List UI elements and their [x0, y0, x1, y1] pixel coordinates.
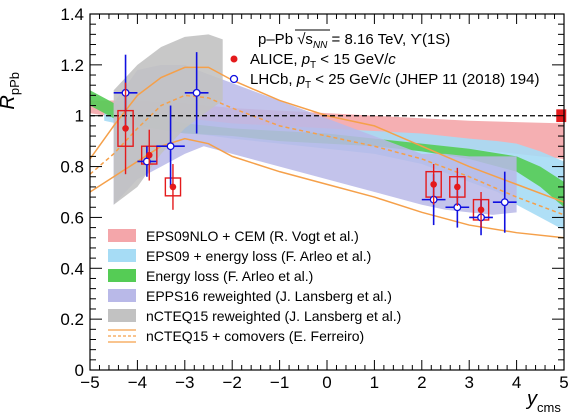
legend-alice-part-2: T [310, 60, 316, 71]
y-tick-label-2: 0.4 [60, 259, 84, 278]
x-tick-label-1: −4 [128, 373, 147, 392]
legend-marker-alice [230, 55, 238, 63]
system-annotation-rest: = 8.16 TeV, ϒ(1S) [327, 31, 450, 48]
system-annotation-sub: NN [313, 40, 328, 51]
alice-point-3 [430, 181, 437, 188]
data-legend: ALICE, pT < 15 GeV/c LHCb, pT < 25 GeV/c… [229, 51, 539, 91]
y-tick-label-6: 1.2 [60, 56, 84, 75]
alice-point-2 [169, 183, 177, 191]
alice-point-1 [145, 151, 153, 159]
legend-swatch-eps09-eloss [108, 249, 136, 262]
legend-label-alice: ALICE, pT < 15 GeV/c [250, 51, 396, 71]
lhcb-point-7 [500, 198, 509, 207]
y-tick-label-4: 0.8 [60, 158, 84, 177]
legend-lhcb-part-5: (JHEP 11 (2018) 194) [391, 71, 540, 88]
legend-lhcb-part-0: LHCb, [250, 71, 297, 88]
x-tick-label-9: 4 [512, 373, 521, 392]
system-annotation: p–Pb √sNN = 8.16 TeV, ϒ(1S) [258, 31, 450, 51]
x-tick-label-7: 2 [417, 373, 426, 392]
band-1 [104, 110, 564, 231]
legend-label-comovers: nCTEQ15 + comovers (E. Ferreiro) [146, 328, 364, 344]
legend-marker-lhcb [229, 74, 239, 84]
alice-point-4 [454, 183, 461, 191]
legend-label-lhcb: LHCb, pT < 25 GeV/c (JHEP 11 (2018) 194) [250, 71, 539, 91]
y-tick-label-1: 0.2 [60, 310, 84, 329]
x-tick-label-8: 3 [464, 373, 473, 392]
legend-lhcb-part-1: p [296, 71, 305, 88]
legend-swatch-eps09nlo [108, 229, 136, 242]
comovers-upper-curve [90, 66, 564, 203]
x-tick-label-4: −1 [270, 373, 289, 392]
y-axis-title-sub: pPb [7, 72, 22, 95]
lhcb-point-2 [166, 142, 175, 151]
data-points [113, 52, 567, 236]
legend-label-ncteq15-rw: nCTEQ15 reweighted (J. Lansberg et al.) [146, 308, 401, 324]
x-tick-label-2: −3 [175, 373, 194, 392]
alice-point-0 [122, 125, 129, 132]
x-tick-label-3: −2 [223, 373, 242, 392]
x-axis-title-main: y [525, 388, 538, 410]
legend-swatch-epps16 [108, 289, 136, 302]
y-tick-label-5: 1 [75, 107, 84, 126]
comovers-central-curve [90, 94, 564, 216]
legend-lhcb-part-3: < 25 GeV/ [311, 71, 384, 88]
x-tick-label-5: 0 [322, 373, 331, 392]
legend-alice-part-0: ALICE, [250, 51, 302, 68]
system-annotation-main: p–Pb √s [258, 31, 313, 48]
y-tick-label-0: 0 [75, 361, 84, 380]
legend-label-eps09-eloss: EPS09 + energy loss (F. Arleo et al.) [146, 248, 371, 264]
y-tick-label-3: 0.6 [60, 208, 84, 227]
x-axis-title-sub: cms [537, 400, 561, 415]
legend-lhcb-part-4: c [383, 71, 391, 88]
legend-alice-part-1: p [301, 51, 310, 68]
model-legend: EPS09NLO + CEM (R. Vogt et al.) EPS09 + … [108, 228, 401, 344]
axis-ticks: −5 −4 −3 −2 −1 0 1 2 3 4 5 0 0.2 0.4 0.6 0.8 1 1.2 1.4 [60, 5, 568, 392]
legend-label-energy-loss: Energy loss (F. Arleo et al.) [146, 268, 313, 284]
legend-label-eps09nlo: EPS09NLO + CEM (R. Vogt et al.) [146, 228, 359, 244]
x-axis-title: ycms [525, 388, 561, 415]
legend-alice-part-3: < 15 GeV/ [316, 51, 389, 68]
band-2 [90, 90, 564, 208]
alice-point-5 [477, 206, 485, 214]
legend-swatch-ncteq15-rw [108, 309, 136, 322]
legend-swatch-energy-loss [108, 269, 136, 282]
y-axis-title-main: R [0, 95, 19, 109]
x-tick-label-10: 5 [559, 373, 568, 392]
x-tick-label-6: 1 [370, 373, 379, 392]
lhcb-point-3 [192, 88, 201, 97]
legend-lhcb-part-2: T [305, 80, 311, 91]
legend-label-epps16: EPPS16 reweighted (J. Lansberg et al.) [146, 288, 392, 304]
lhcb-point-1 [142, 157, 151, 166]
legend-alice-part-4: c [388, 51, 396, 68]
x-tick-label-0: −5 [80, 373, 99, 392]
y-axis-title: RpPb [0, 72, 22, 110]
y-tick-label-7: 1.4 [60, 5, 84, 24]
